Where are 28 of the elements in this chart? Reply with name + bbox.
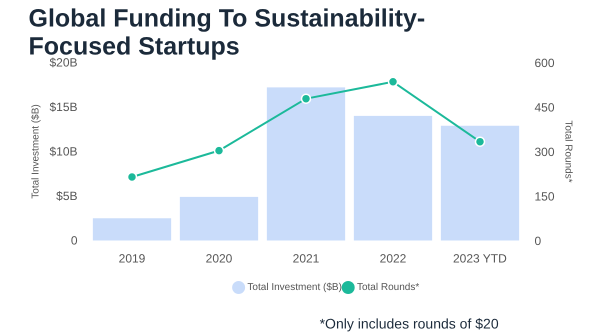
bar bbox=[266, 87, 346, 240]
y2-tick-label: 150 bbox=[534, 190, 555, 204]
y-tick-label: 0 bbox=[70, 234, 78, 248]
bar bbox=[354, 116, 432, 240]
y2-tick-label: 450 bbox=[534, 100, 555, 114]
x-tick-label: 2023 YTD bbox=[452, 252, 508, 266]
y-tick-label: $5B bbox=[56, 189, 78, 203]
legend-label: Total Investment ($B) bbox=[247, 282, 342, 293]
y-axis-title: Total Investment ($B) bbox=[30, 104, 42, 199]
y-tick-label: $15B bbox=[49, 100, 78, 114]
x-tick-label: 2021 bbox=[292, 252, 320, 266]
point bbox=[126, 172, 138, 182]
bar bbox=[92, 218, 172, 240]
y-tick-label: $10B bbox=[49, 144, 78, 158]
text: *Only includes rounds of $20 bbox=[320, 316, 499, 332]
point bbox=[214, 145, 224, 156]
x-tick-label: 2019 bbox=[118, 252, 146, 266]
y2-axis-title: Total Rounds* bbox=[562, 120, 574, 183]
x-tick-label: 2022 bbox=[380, 252, 407, 266]
y2-tick-label: 300 bbox=[534, 145, 555, 159]
y2-tick-label: 0 bbox=[534, 234, 542, 248]
legend-label: Total Rounds* bbox=[356, 282, 420, 293]
point bbox=[474, 136, 486, 147]
bar bbox=[180, 196, 258, 240]
point bbox=[300, 93, 312, 104]
x-tick-label: 2020 bbox=[206, 252, 233, 266]
bar bbox=[440, 126, 520, 240]
y2-tick-label: 600 bbox=[534, 56, 555, 70]
